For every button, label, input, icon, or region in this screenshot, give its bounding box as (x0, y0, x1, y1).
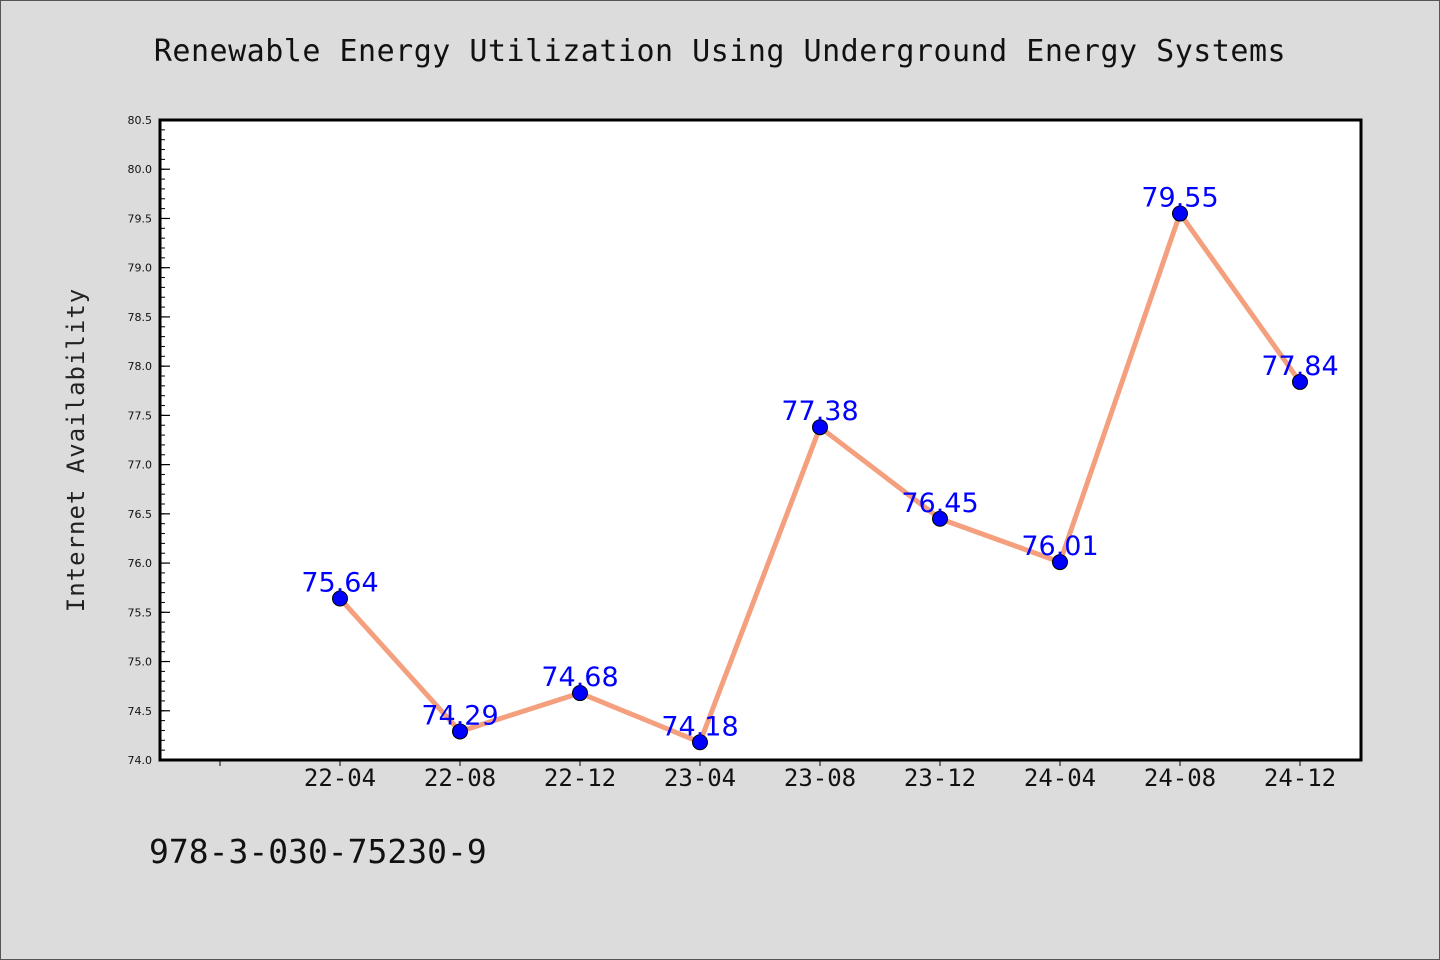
y-tick-label: 79.5 (128, 212, 153, 225)
y-tick-label: 75.5 (128, 606, 153, 619)
data-point (932, 510, 948, 527)
data-label: 74.18 (661, 711, 738, 742)
y-tick-label: 78.5 (128, 311, 153, 324)
data-point (812, 419, 828, 436)
y-tick-label: 77.5 (128, 409, 153, 422)
data-point (332, 590, 348, 607)
y-tick-label: 76.5 (128, 508, 153, 521)
data-point (1292, 373, 1308, 390)
data-point (572, 685, 588, 702)
data-label: 76.01 (1021, 531, 1098, 562)
data-label: 75.64 (301, 568, 378, 599)
y-tick-label: 75.0 (128, 656, 153, 669)
y-tick-label: 79.0 (128, 262, 153, 275)
y-tick-label: 74.5 (128, 705, 153, 718)
data-point (1172, 205, 1188, 222)
plot-area (160, 120, 1361, 760)
data-label: 74.29 (421, 700, 498, 731)
x-tick-label: 22-04 (304, 764, 376, 792)
y-tick-label: 78.0 (128, 360, 153, 373)
x-tick-label: 24-08 (1144, 764, 1216, 792)
data-point (452, 723, 468, 740)
x-tick-label: 22-08 (424, 764, 496, 792)
y-tick-label: 74.0 (128, 754, 153, 767)
data-label: 79.55 (1141, 183, 1218, 214)
data-label: 74.68 (541, 662, 618, 693)
x-tick-label: 24-04 (1024, 764, 1096, 792)
x-tick-label: 23-12 (904, 764, 976, 792)
y-tick-label: 76.0 (128, 557, 153, 570)
x-tick-label: 22-12 (544, 764, 616, 792)
data-label: 77.38 (781, 396, 858, 427)
y-tick-label: 80.0 (128, 163, 153, 176)
data-point (692, 734, 708, 751)
x-tick-label: 23-08 (784, 764, 856, 792)
y-tick-label: 80.5 (128, 114, 153, 127)
y-tick-label: 77.0 (128, 459, 153, 472)
data-label: 76.45 (901, 488, 978, 519)
chart-title: Renewable Energy Utilization Using Under… (153, 34, 1287, 69)
footer-code: 978-3-030-75230-9 (149, 832, 487, 871)
x-tick-label: 23-04 (664, 764, 736, 792)
data-point (1052, 554, 1068, 571)
plot-frame (158, 118, 1363, 762)
data-label: 77.84 (1261, 351, 1338, 382)
x-tick-label: 24-12 (1264, 764, 1336, 792)
